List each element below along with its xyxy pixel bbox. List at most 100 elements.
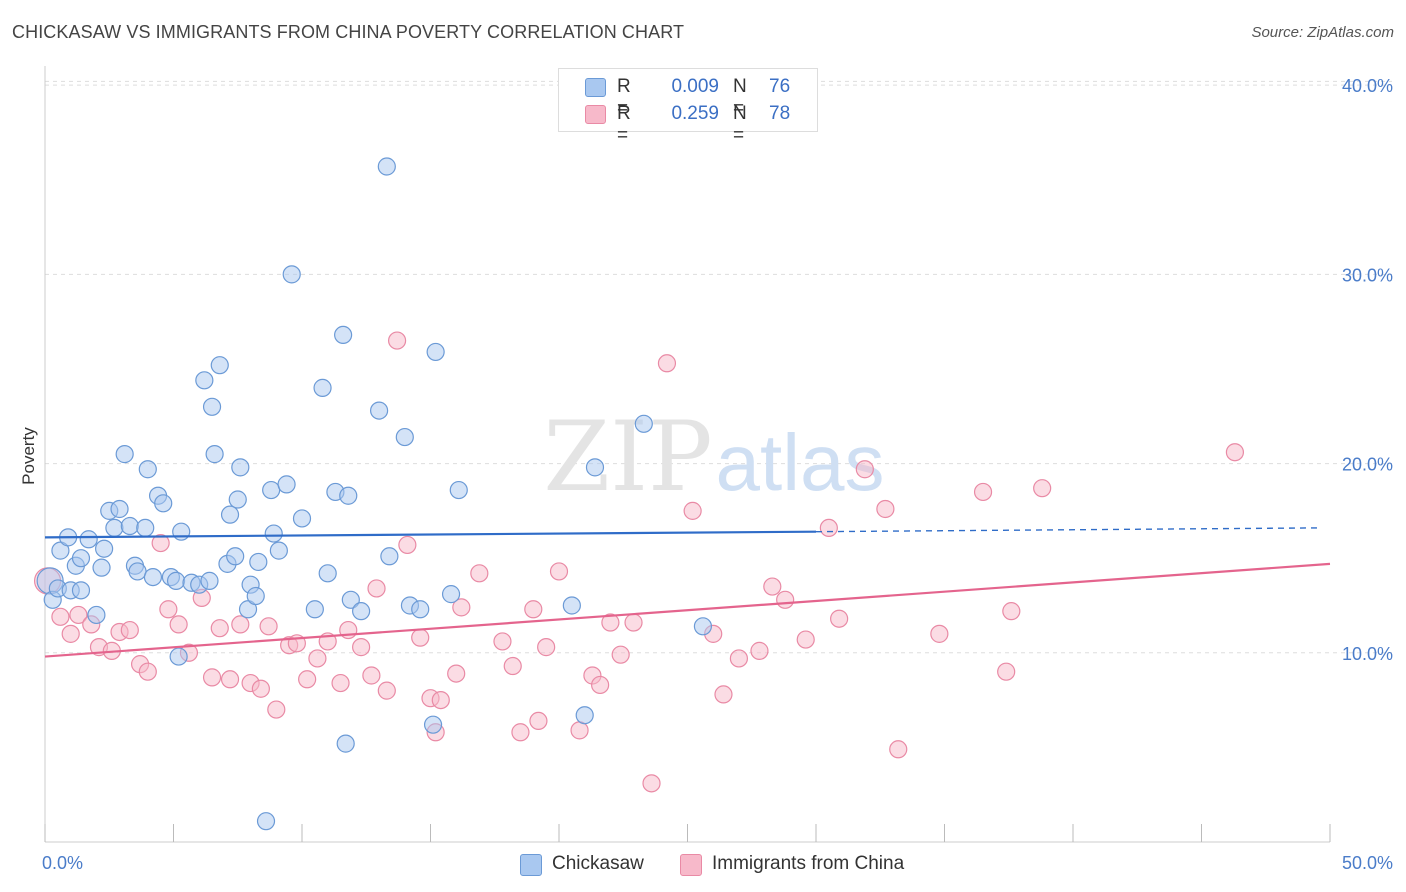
y-tick-label: 40.0% [1342, 76, 1393, 96]
china-point [251, 679, 270, 698]
chickasaw-point [128, 562, 147, 581]
chickasaw-point [79, 530, 98, 549]
china-point [377, 681, 396, 700]
chickasaw-point [693, 617, 713, 636]
chickasaw-point [136, 518, 155, 538]
china-point [51, 607, 70, 626]
chickasaw-point [143, 567, 163, 587]
legend-r-label: R = [617, 76, 631, 119]
china-point [411, 628, 430, 647]
china-point [452, 598, 471, 617]
chickasaw-point [71, 549, 91, 568]
china-point [830, 609, 849, 628]
chickasaw-point [226, 547, 245, 566]
chickasaw-point [166, 571, 186, 590]
china-point [855, 460, 874, 479]
china-point [1033, 479, 1052, 498]
china-point [298, 670, 317, 689]
chickasaw-point [426, 342, 445, 362]
china-point [714, 685, 733, 704]
chickasaw-point [411, 600, 430, 619]
china-point [973, 482, 993, 502]
china-point [202, 668, 222, 687]
legend-n-value: 78 [769, 103, 791, 124]
china-point [362, 666, 381, 685]
x-tick-label: 50.0% [1342, 853, 1393, 873]
axes [44, 66, 1331, 843]
chickasaw-point [292, 509, 312, 528]
chickasaw-point [246, 586, 265, 606]
china-point [657, 354, 677, 373]
china-point [819, 518, 838, 538]
chickasaw-point [138, 460, 157, 479]
legend-r-value: 0.009 [671, 76, 719, 97]
china-point [601, 613, 620, 632]
chickasaw-point [341, 590, 360, 609]
chickasaw-point [277, 475, 296, 494]
tick-labels: 10.0% 20.0% 30.0% 40.0% 0.0% 50.0% [42, 76, 1393, 873]
bottom-legend-swatch-china [680, 854, 702, 876]
china-point [151, 533, 170, 553]
y-axis-label: Poverty [19, 427, 38, 485]
chickasaw-point [95, 539, 114, 558]
legend-r-label: R = [617, 103, 631, 146]
china-point [796, 630, 815, 649]
legend-r-value: 0.259 [671, 103, 719, 124]
bottom-legend-label-chickasaw: Chickasaw [552, 853, 644, 874]
watermark-zip: ZIP [543, 401, 712, 513]
chickasaw-point [449, 480, 468, 500]
china-point [61, 624, 80, 643]
chickasaw-point [334, 325, 353, 345]
chickasaw-point [575, 706, 594, 725]
china-point [470, 564, 489, 583]
correlation-legend: R = 0.009 N = 76 R = 0.259 N = 78 [558, 68, 818, 146]
chickasaw-point [305, 600, 324, 619]
watermark: ZIP atlas [543, 401, 884, 513]
chickasaw-point [339, 486, 358, 505]
china-point [549, 562, 569, 581]
china-trend-line [44, 562, 1331, 658]
grid-lines [45, 80, 1392, 654]
chickasaw-point [264, 524, 283, 543]
chickasaw-point [380, 547, 399, 566]
china-point [1225, 443, 1245, 462]
chickasaw-point [202, 397, 222, 416]
china-point [529, 711, 548, 731]
china-point [159, 600, 178, 619]
china-point [611, 645, 630, 664]
chickasaw-point [195, 371, 214, 390]
chickasaw-point [249, 552, 268, 572]
chickasaw-point [282, 265, 301, 284]
chickasaw-point [205, 445, 224, 464]
chickasaw-point [220, 505, 240, 524]
china-point [524, 600, 543, 619]
china-point [69, 605, 88, 625]
chickasaw-point [154, 494, 173, 513]
china-point [267, 700, 286, 719]
chickasaw-point [169, 647, 188, 666]
bottom-legend-swatch-chickasaw [520, 854, 542, 876]
china-point [776, 590, 795, 609]
china-point [997, 662, 1016, 681]
chart-title: CHICKASAW VS IMMIGRANTS FROM CHINA POVER… [12, 22, 685, 42]
chickasaw-point [120, 516, 139, 536]
china-point [930, 624, 949, 643]
chickasaw-point [210, 356, 229, 375]
chickasaw-point [92, 558, 111, 577]
chickasaw-point [395, 427, 414, 447]
chickasaw-point [256, 812, 276, 831]
chickasaw-point [370, 401, 389, 420]
china-point [220, 670, 240, 689]
chickasaw-point [336, 734, 355, 753]
china-point [331, 673, 350, 693]
chickasaw-point [352, 602, 371, 621]
legend-n-label: N = [733, 76, 747, 119]
china-point [889, 740, 908, 759]
china-point [169, 615, 188, 634]
y-tick-label: 30.0% [1342, 265, 1393, 285]
chickasaw-trend-line [44, 530, 817, 539]
x-tick-label: 0.0% [42, 853, 83, 873]
china-point [352, 638, 371, 657]
chickasaw-point [377, 157, 396, 176]
